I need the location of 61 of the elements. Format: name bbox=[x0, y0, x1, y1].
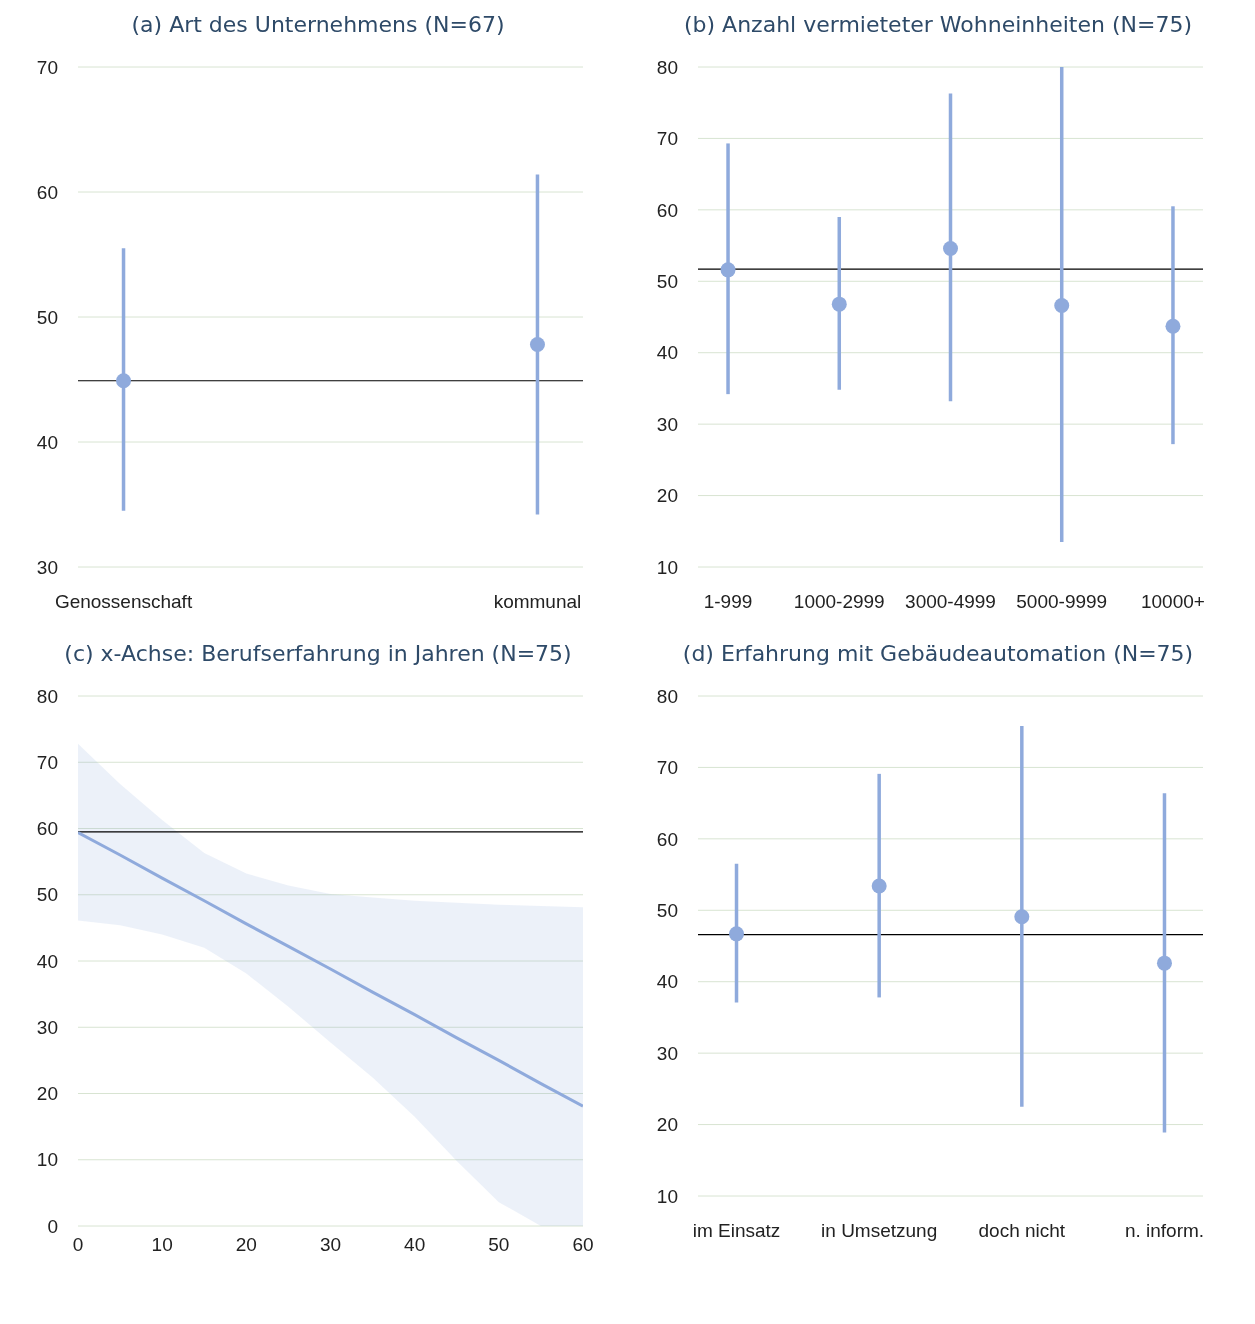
y-tick-label: 60 bbox=[36, 181, 58, 203]
y-tick-label: 40 bbox=[656, 971, 678, 993]
y-tick-label: 30 bbox=[656, 1042, 678, 1064]
y-tick-label: 50 bbox=[656, 271, 678, 293]
y-tick-label: 60 bbox=[656, 828, 678, 850]
x-tick-label: kommunal bbox=[493, 591, 582, 613]
x-tick-label: 50 bbox=[488, 1234, 510, 1256]
y-tick-label: 30 bbox=[36, 556, 58, 578]
y-tick-label: 40 bbox=[36, 950, 58, 972]
x-tick-label: n. inform. bbox=[1124, 1220, 1205, 1242]
x-tick-label: 10 bbox=[151, 1234, 173, 1256]
y-tick-label: 40 bbox=[36, 431, 58, 453]
x-tick-label: 10000+ bbox=[1141, 591, 1205, 613]
chart-title: (d) Erfahrung mit Gebäudeautomation (N=75) bbox=[681, 640, 1195, 668]
y-tick-label: 60 bbox=[656, 199, 678, 221]
point bbox=[729, 926, 745, 942]
y-tick-label: 80 bbox=[656, 685, 678, 707]
y-tick-label: 20 bbox=[36, 1083, 58, 1105]
x-tick-label: 1-999 bbox=[703, 591, 753, 613]
y-tick-label: 70 bbox=[36, 751, 58, 773]
point bbox=[720, 262, 736, 278]
y-tick-label: 70 bbox=[656, 128, 678, 150]
y-tick-label: 80 bbox=[656, 56, 678, 78]
x-tick-label: in Umsetzung bbox=[821, 1220, 938, 1242]
x-tick-label: im Einsatz bbox=[692, 1220, 781, 1242]
y-tick-label: 10 bbox=[36, 1149, 58, 1171]
x-tick-label: 1000-2999 bbox=[793, 591, 885, 613]
chart-title: (b) Anzahl vermieteter Wohneinheiten (N=75) bbox=[683, 11, 1193, 39]
chart-title: (c) x-Achse: Berufserfahrung in Jahren (N=75) bbox=[63, 640, 573, 668]
y-tick-label: 20 bbox=[656, 485, 678, 507]
y-tick-label: 70 bbox=[656, 757, 678, 779]
point bbox=[1014, 909, 1030, 925]
y-tick-label: 30 bbox=[656, 413, 678, 435]
chart-title: (a) Art des Unternehmens (N=67) bbox=[130, 11, 506, 39]
line-series bbox=[78, 830, 583, 1108]
x-tick-label: 0 bbox=[72, 1234, 84, 1256]
y-tick-label: 80 bbox=[36, 685, 58, 707]
point bbox=[871, 878, 887, 894]
point bbox=[943, 240, 958, 256]
y-tick-label: 40 bbox=[656, 342, 678, 364]
point bbox=[1054, 298, 1070, 314]
point bbox=[1156, 955, 1172, 971]
x-tick-label: 30 bbox=[319, 1234, 342, 1256]
y-tick-label: 50 bbox=[36, 884, 58, 906]
point bbox=[831, 296, 847, 312]
y-tick-label: 10 bbox=[656, 556, 678, 578]
y-tick-label: 70 bbox=[36, 56, 58, 78]
x-tick-label: Genossenschaft bbox=[54, 591, 193, 613]
x-tick-label: 5000-9999 bbox=[1016, 591, 1108, 613]
y-tick-label: 60 bbox=[36, 818, 58, 840]
y-tick-label: 10 bbox=[656, 1185, 678, 1207]
x-tick-label: 40 bbox=[404, 1234, 426, 1256]
y-tick-label: 50 bbox=[36, 306, 58, 328]
x-tick-label: 60 bbox=[572, 1234, 594, 1256]
y-tick-label: 30 bbox=[36, 1016, 58, 1038]
y-tick-label: 50 bbox=[656, 900, 678, 922]
y-tick-label: 20 bbox=[656, 1114, 678, 1136]
x-tick-label: 3000-4999 bbox=[905, 591, 996, 613]
x-tick-label: 20 bbox=[235, 1234, 257, 1256]
x-tick-label: doch nicht bbox=[978, 1220, 1066, 1242]
point bbox=[1165, 318, 1181, 334]
